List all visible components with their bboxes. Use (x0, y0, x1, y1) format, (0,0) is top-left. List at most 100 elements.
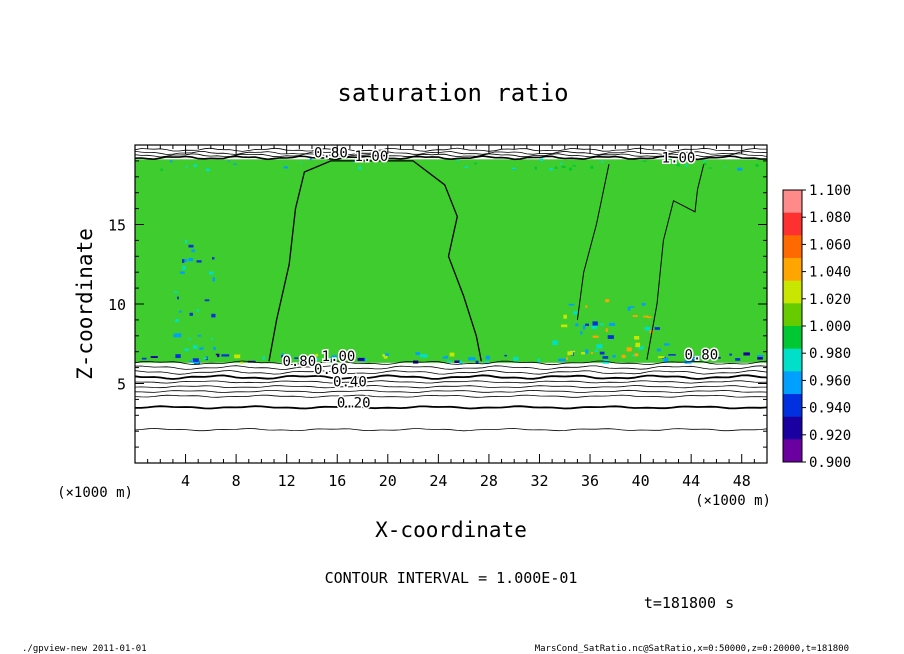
x-tick-label: 12 (278, 472, 296, 490)
field-patch (552, 340, 558, 345)
field-patch (592, 321, 598, 326)
field-patch (658, 356, 665, 359)
field-patch (567, 351, 573, 356)
field-patch (197, 334, 201, 337)
field-patch (196, 260, 202, 263)
field-patch (685, 164, 688, 167)
field-patch (160, 168, 163, 171)
field-patch (309, 158, 312, 161)
field-patch (757, 356, 763, 360)
field-patch (704, 162, 707, 166)
field-patch (743, 352, 750, 356)
field-patch (484, 361, 489, 363)
field-patch (415, 352, 420, 355)
field-patch (331, 355, 338, 358)
field-patch (189, 312, 193, 316)
field-patch (596, 344, 603, 349)
field-patch (208, 271, 214, 275)
colorbar-swatch (783, 371, 802, 395)
field-patch (420, 354, 428, 358)
field-patch (446, 360, 452, 363)
field-patch (602, 356, 609, 359)
field-patch (668, 354, 676, 356)
colorbar-swatch (783, 416, 802, 440)
contour-lines (134, 147, 768, 432)
field-patch (644, 326, 651, 331)
field-patch (676, 163, 680, 167)
field-patch (664, 343, 670, 346)
field-patch (281, 353, 284, 355)
field-patch (656, 348, 661, 352)
field-patch (575, 323, 579, 327)
colorbar-label: 0.940 (809, 401, 851, 417)
field-patch (283, 166, 288, 169)
field-patch (221, 354, 230, 357)
contour-label: 0.20 (337, 395, 371, 411)
field-patch (188, 244, 194, 248)
x-tick-label: 48 (733, 472, 751, 490)
colorbar-swatch (783, 439, 802, 463)
contour-label: 1.00 (322, 349, 356, 365)
field-patch (352, 161, 357, 163)
field-patch (629, 306, 635, 308)
contour-line (134, 427, 768, 432)
field-patch (199, 347, 202, 350)
chart-title: saturation ratio (337, 79, 568, 107)
contour-line (646, 163, 705, 360)
x-tick-label: 28 (480, 472, 498, 490)
footer-left: ./gpview-new 2011-01-01 (22, 644, 147, 654)
x-unit-left: (×1000 m) (57, 485, 133, 501)
field-patch (585, 305, 588, 308)
field-patch (599, 351, 605, 355)
field-patch (569, 167, 572, 171)
field-patch (755, 164, 759, 167)
field-patch (196, 309, 199, 312)
field-patch (178, 310, 182, 313)
field-patch (188, 258, 194, 262)
field-patch (654, 327, 660, 330)
field-patch (693, 358, 697, 360)
field-patch (177, 296, 179, 300)
field-patch (513, 168, 516, 170)
field-patch (182, 259, 185, 263)
x-tick-label: 20 (379, 472, 397, 490)
colorbar-label: 0.960 (809, 373, 851, 389)
field-patch (709, 356, 716, 360)
field-patch (590, 352, 594, 354)
x-tick-label: 8 (232, 472, 241, 490)
field-patch (601, 160, 604, 163)
field-patch (581, 352, 586, 355)
field-patch (217, 354, 220, 358)
y-tick-label: 5 (117, 376, 126, 394)
field-patch (150, 356, 158, 358)
colorbar-label: 1.040 (809, 265, 851, 281)
field-patch (513, 357, 519, 361)
field-patch (312, 357, 319, 361)
field-patch (464, 166, 469, 168)
y-axis: 5 10 15 (108, 160, 767, 448)
field-patch (716, 356, 721, 359)
field-patch (182, 265, 186, 270)
colorbar-swatch (783, 212, 802, 236)
y-tick-label: 10 (108, 296, 126, 314)
field-patch (192, 358, 199, 363)
field-patch (582, 325, 586, 330)
field-patch (281, 355, 290, 358)
field-patch (173, 333, 177, 338)
contour-line (268, 160, 482, 362)
field-patch (634, 353, 639, 357)
field-patch (737, 167, 742, 171)
field-patch (475, 360, 479, 364)
field-patch (605, 328, 608, 332)
field-patch (234, 354, 241, 359)
field-patch (634, 336, 640, 340)
colorbar: 1.100 1.080 1.060 1.040 1.020 1.000 0.980 0.960… (782, 183, 851, 471)
contour-line (134, 394, 768, 398)
field-patch (729, 353, 732, 356)
field-patch (539, 158, 544, 162)
field-patch (566, 357, 568, 361)
field-patch (595, 349, 598, 352)
field-patch (468, 357, 476, 361)
field-patch (632, 315, 638, 317)
